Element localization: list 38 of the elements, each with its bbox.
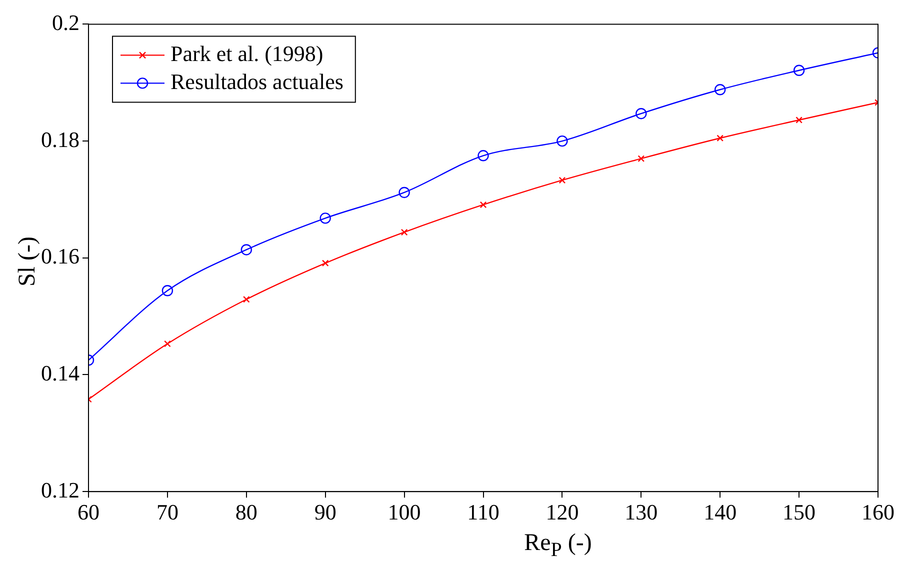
y-tick-label: 0.16 bbox=[41, 244, 80, 269]
point bbox=[714, 84, 726, 96]
x-tick-label: 100 bbox=[388, 500, 421, 525]
y-tick-label: 0.14 bbox=[41, 360, 80, 386]
point bbox=[320, 212, 331, 224]
point bbox=[796, 116, 802, 124]
x-tick-label: 150 bbox=[782, 500, 816, 525]
point bbox=[793, 64, 805, 76]
x-tick-label: 130 bbox=[624, 500, 658, 525]
point bbox=[322, 260, 329, 267]
x-axis-title: Re$_{P}$ (-) bbox=[523, 530, 593, 562]
point bbox=[398, 186, 410, 198]
point bbox=[242, 296, 250, 303]
point bbox=[716, 134, 724, 142]
x-tick-label: 70 bbox=[156, 500, 178, 525]
x-tick-label: 80 bbox=[235, 500, 258, 525]
y-tick-label: 0.18 bbox=[41, 126, 80, 152]
point bbox=[240, 244, 252, 256]
point bbox=[556, 135, 568, 147]
x-tick-label: 90 bbox=[314, 500, 336, 525]
x-tick-label: 60 bbox=[78, 500, 100, 525]
legend-label: Resultados actuales bbox=[170, 68, 344, 94]
x-tick-label: 140 bbox=[704, 500, 737, 525]
point bbox=[638, 155, 645, 162]
y-tick-label: 0.12 bbox=[41, 477, 80, 502]
legend-label: Park et al. (1998) bbox=[170, 40, 324, 66]
point bbox=[162, 285, 174, 296]
point bbox=[480, 201, 487, 208]
point bbox=[400, 228, 408, 236]
point bbox=[164, 340, 171, 348]
point bbox=[636, 108, 647, 120]
x-tick-label: 120 bbox=[546, 500, 579, 525]
y-axis-title: Sl (-) bbox=[14, 236, 42, 288]
x-tick-label: 110 bbox=[467, 500, 500, 525]
point bbox=[558, 176, 566, 184]
x-tick-label: 160 bbox=[862, 500, 894, 525]
y-tick-label: 0.2 bbox=[52, 10, 80, 35]
point bbox=[478, 150, 489, 162]
